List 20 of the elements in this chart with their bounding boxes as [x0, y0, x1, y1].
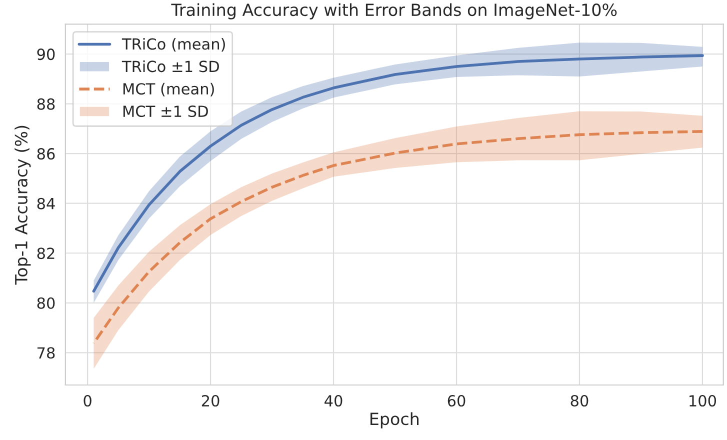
legend-label: MCT (mean)	[123, 82, 214, 96]
y-tick-label: 78	[38, 347, 55, 359]
y-axis-title: Top-1 Accuracy (%)	[14, 126, 31, 285]
annotation: MCT ±1 SD	[123, 105, 208, 118]
x-tick-label: 0	[84, 394, 92, 407]
x-tick-label: 100	[690, 394, 716, 407]
y-tick-label: 86	[37, 148, 55, 160]
legend-label: TRiCo (mean)	[122, 38, 225, 52]
y-tick-label: 84	[37, 198, 55, 210]
x-tick-label: 60	[448, 394, 466, 407]
y-tick-label: 88	[37, 98, 55, 110]
x-tick-label: 40	[324, 394, 342, 407]
x-tick-label: 20	[202, 394, 220, 407]
y-tick-label: 80	[37, 297, 55, 309]
y-tick-label: 82	[37, 248, 54, 260]
y-tick-label: 90	[37, 48, 55, 60]
x-axis-title: Epoch	[370, 412, 418, 428]
annotation: TRiCo ±1 SD	[122, 60, 219, 72]
chart-title: Training Accuracy with Error Bands on ImageNet-10%	[171, 3, 617, 20]
x-tick-label: 80	[570, 394, 588, 407]
